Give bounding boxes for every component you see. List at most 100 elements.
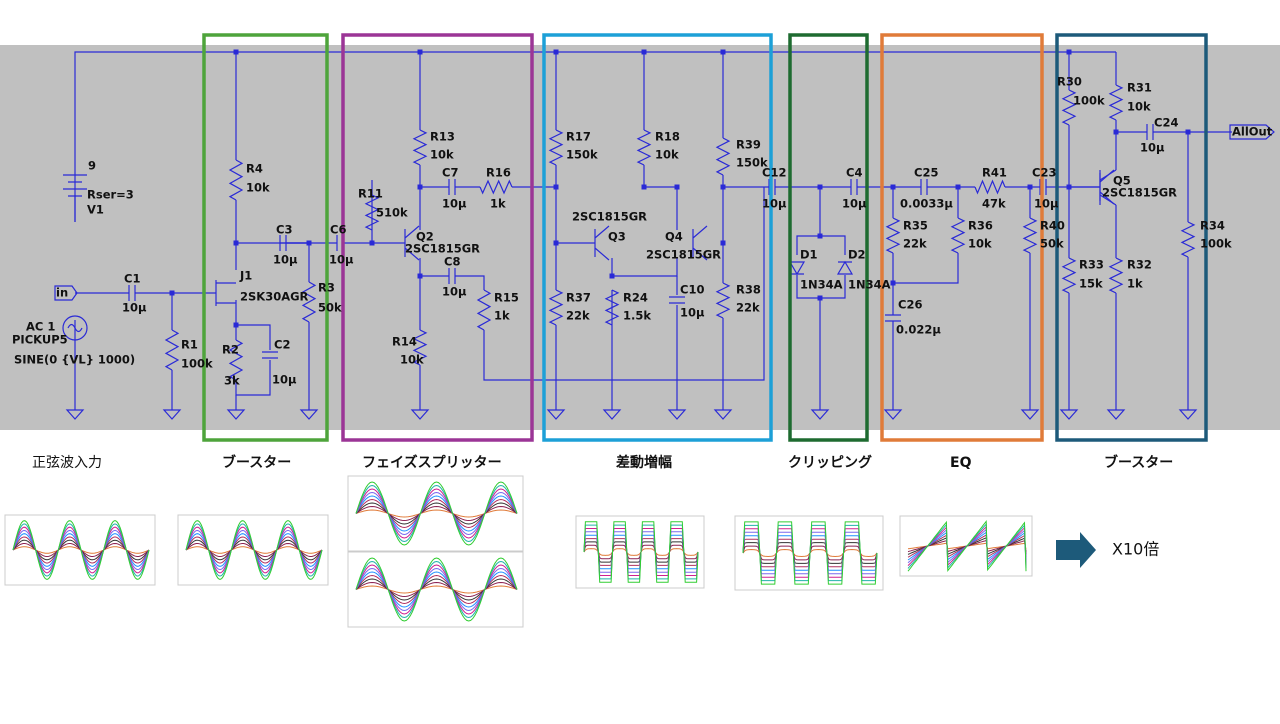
resistor <box>604 289 620 326</box>
component-label: Rser=3 <box>87 188 134 202</box>
component-label: 10µ <box>329 253 354 267</box>
resistor <box>548 289 564 326</box>
section-label: クリッピング <box>788 454 872 471</box>
component-label: C6 <box>330 223 346 237</box>
junction <box>890 184 896 190</box>
section-box <box>542 33 773 442</box>
junction <box>817 295 823 301</box>
waveform <box>355 567 518 612</box>
wire <box>796 187 821 255</box>
ground <box>226 409 246 420</box>
component-label: Q3 <box>608 230 626 244</box>
ground <box>65 409 85 420</box>
junction <box>1027 184 1033 190</box>
component-label: R30 <box>1057 75 1082 89</box>
resistor <box>364 194 380 231</box>
junction <box>817 233 823 239</box>
wire <box>820 235 846 255</box>
junction <box>169 290 175 296</box>
junction <box>890 280 896 286</box>
junction <box>1066 184 1072 190</box>
resistor <box>548 129 564 166</box>
component-label: C7 <box>442 166 458 180</box>
component-label: 10µ <box>1140 141 1165 155</box>
wire <box>893 253 959 284</box>
junction <box>609 273 615 279</box>
ground <box>883 409 903 420</box>
waveform <box>185 520 323 580</box>
component-label: in <box>56 286 68 300</box>
component-label: SINE(0 {VL} 1000) <box>14 353 135 367</box>
component-label: 100k <box>1073 94 1105 108</box>
component-label: R39 <box>736 138 761 152</box>
capacitor <box>128 285 136 301</box>
resistor <box>228 159 244 201</box>
ground <box>162 409 182 420</box>
flag-in <box>54 285 78 301</box>
component-label: 2SC1815GR <box>646 248 721 262</box>
component-label: R18 <box>655 130 680 144</box>
component-label: 3k <box>224 374 240 388</box>
component-label: 10µ <box>442 285 467 299</box>
component-label: 10µ <box>273 253 298 267</box>
capacitor <box>768 179 776 195</box>
component-label: R1 <box>181 338 198 352</box>
component-label: 10µ <box>272 373 297 387</box>
section-label: ブースター <box>222 454 291 471</box>
wire <box>235 200 310 282</box>
waveform <box>355 557 518 622</box>
ground <box>410 409 430 420</box>
waveform <box>355 560 518 619</box>
waveform <box>355 564 518 615</box>
component-label: R17 <box>566 130 591 144</box>
component-label: 10k <box>1127 100 1151 114</box>
junction <box>369 240 375 246</box>
ground <box>1020 409 1040 420</box>
ground <box>546 409 566 420</box>
component-label: C26 <box>898 298 922 312</box>
component-label: 10µ <box>442 197 467 211</box>
component-label: R11 <box>358 187 383 201</box>
resistor <box>1022 217 1038 254</box>
component-label: C12 <box>762 166 786 180</box>
resistor <box>885 217 901 254</box>
waveform <box>355 578 518 601</box>
resistor <box>974 179 1006 195</box>
resistor <box>479 179 513 195</box>
junction <box>674 184 680 190</box>
junction <box>1185 129 1191 135</box>
junction <box>553 240 559 246</box>
gain-note: X10倍 <box>1112 540 1159 559</box>
wires <box>54 49 1275 420</box>
component-label: 10k <box>430 148 454 162</box>
component-label: R32 <box>1127 258 1152 272</box>
capacitor <box>1146 124 1154 140</box>
component-label: 510k <box>376 206 408 220</box>
waveform <box>355 491 518 536</box>
waveform <box>355 585 518 594</box>
component-label: C10 <box>680 283 704 297</box>
wire <box>235 360 271 396</box>
component-label: R24 <box>623 291 648 305</box>
ground <box>1178 409 1198 420</box>
component-label: R31 <box>1127 81 1152 95</box>
component-label: AC 1 <box>26 320 55 334</box>
capacitor <box>850 179 858 195</box>
waveform <box>355 571 518 608</box>
resistor <box>1061 257 1077 294</box>
component-label: 10µ <box>122 301 147 315</box>
component-label: 10k <box>246 181 270 195</box>
junction <box>553 184 559 190</box>
jfet <box>215 280 236 306</box>
component-label: 22k <box>903 237 927 251</box>
section-box <box>341 33 534 442</box>
component-label: C1 <box>124 272 140 286</box>
capacitor <box>669 296 685 304</box>
component-label: 9 <box>88 159 96 173</box>
resistor <box>301 281 317 323</box>
wire <box>74 51 1116 222</box>
component-label: 1k <box>1127 277 1143 291</box>
junction <box>417 184 423 190</box>
